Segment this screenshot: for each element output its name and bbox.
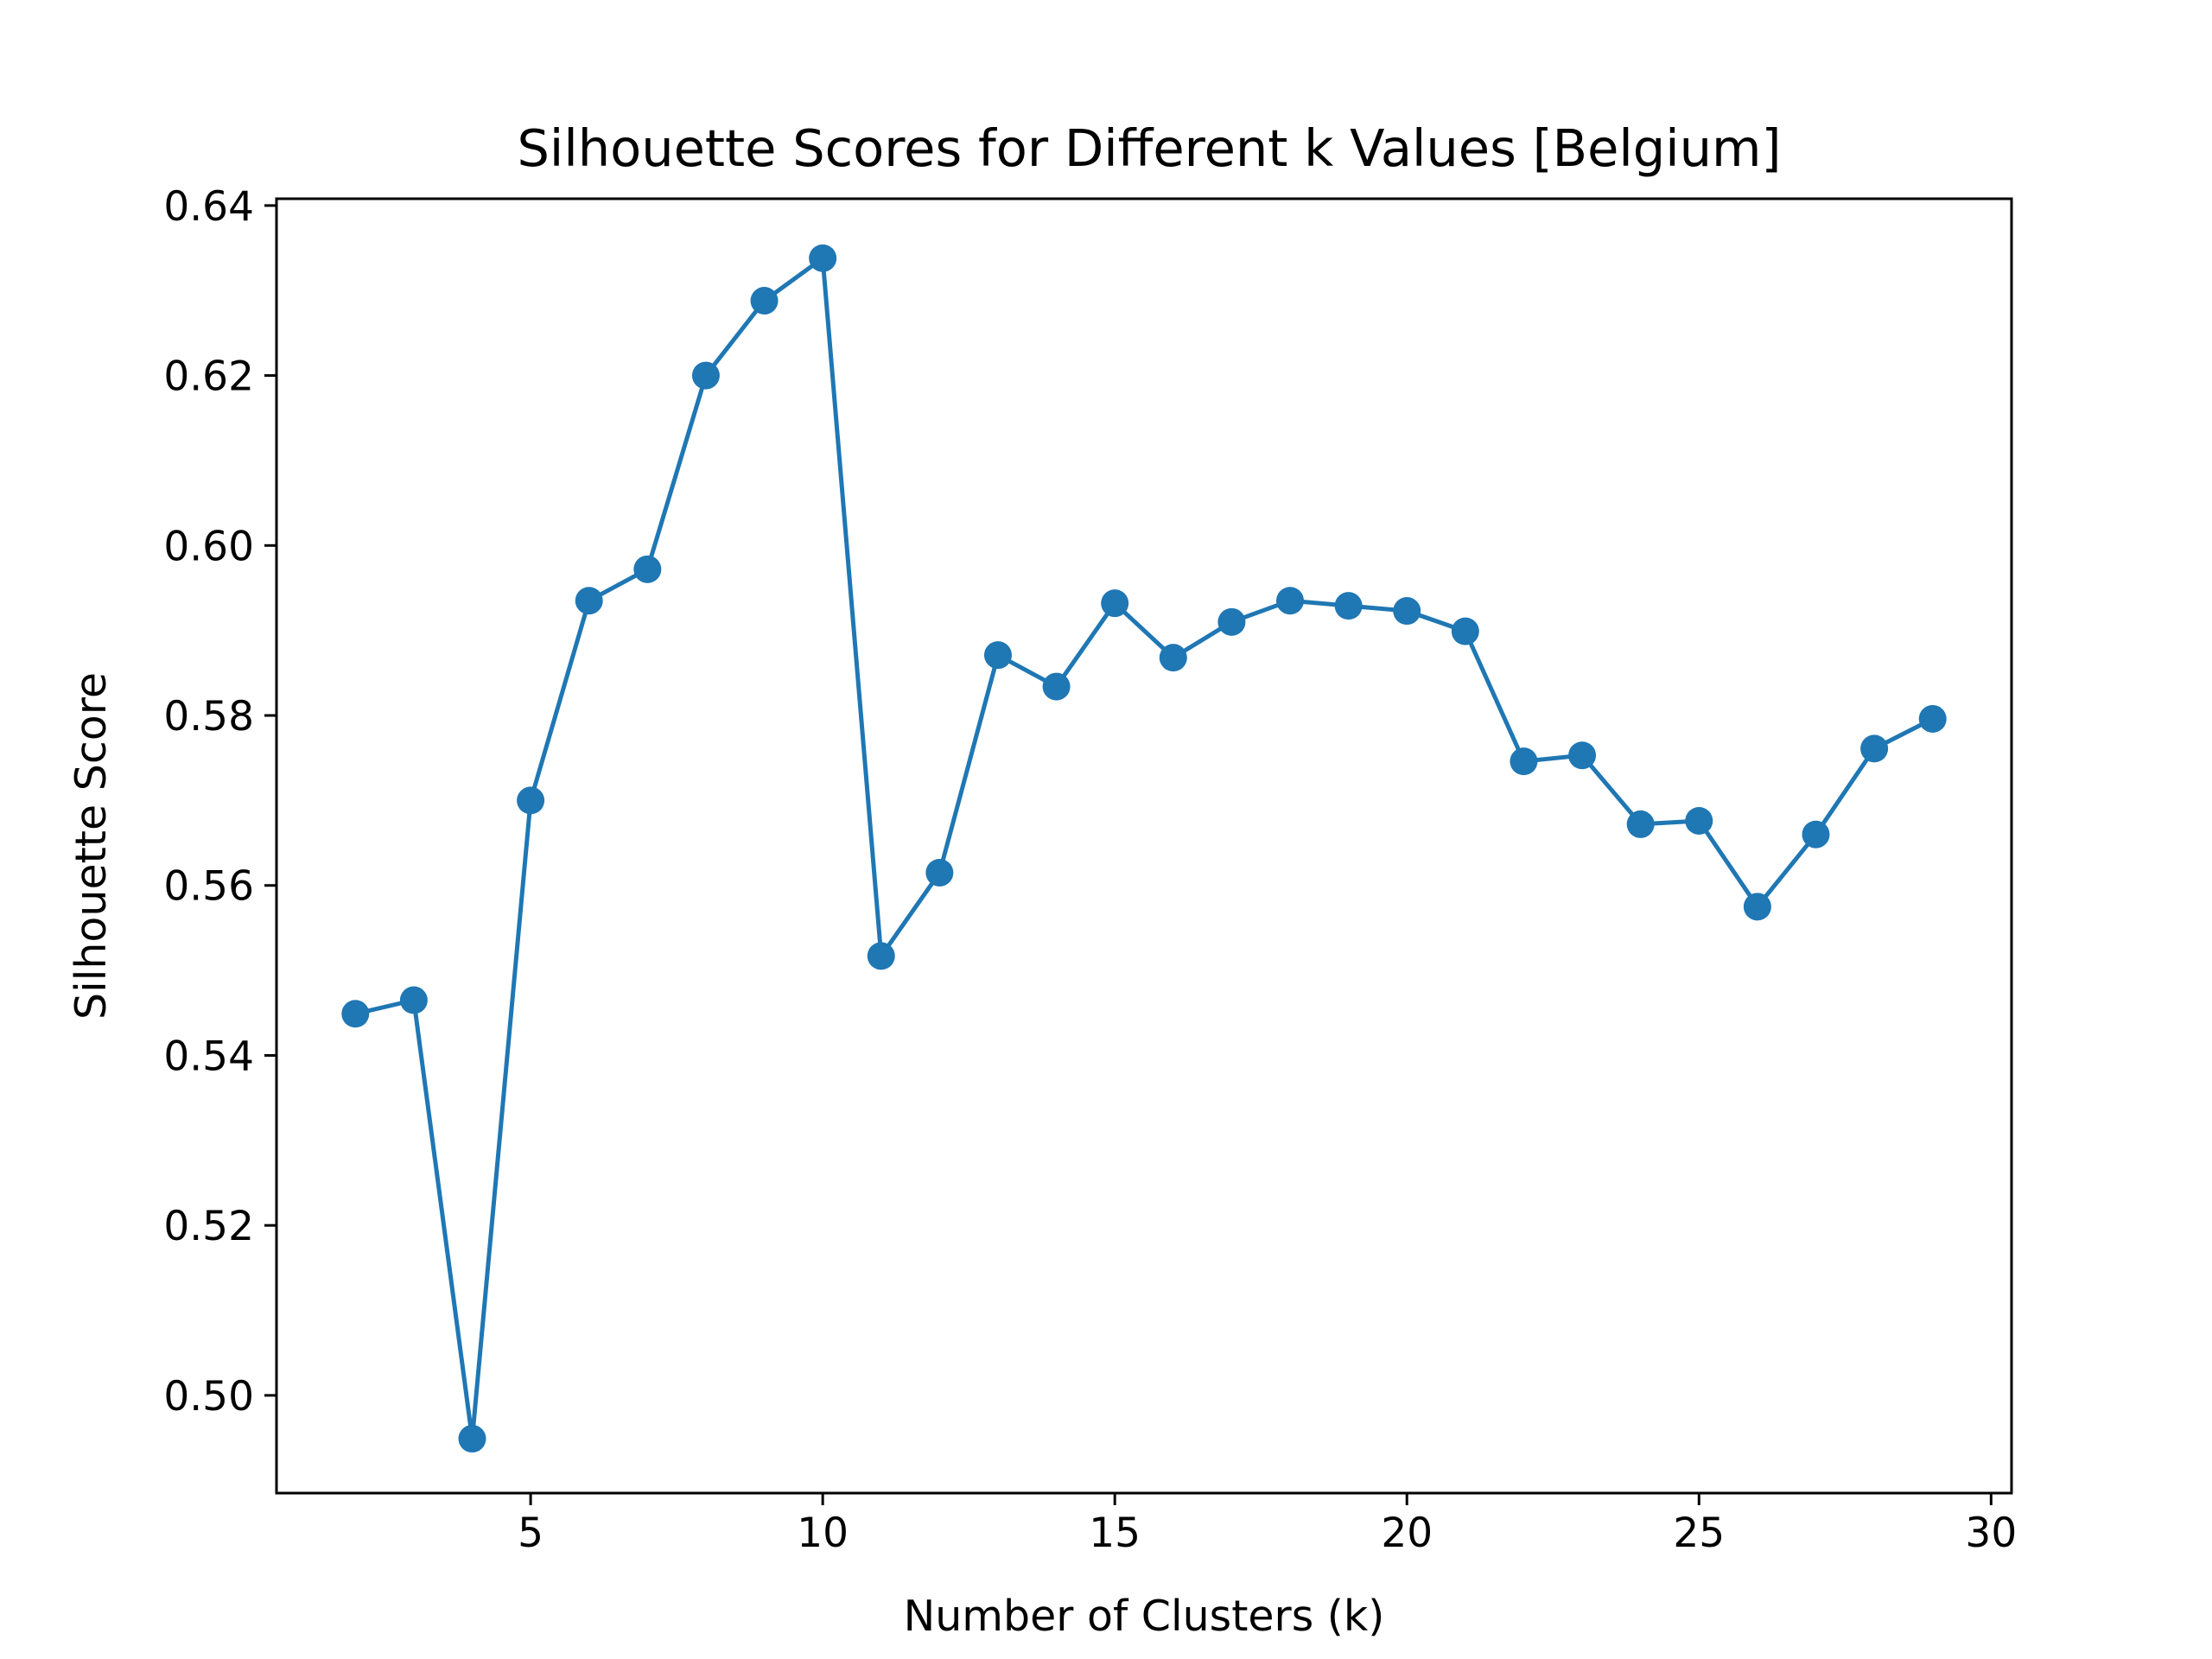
- data-point: [750, 287, 779, 315]
- data-point: [458, 1425, 486, 1453]
- data-point: [1276, 587, 1305, 615]
- data-point: [517, 786, 545, 815]
- data-point: [633, 555, 662, 583]
- data-point: [1568, 741, 1597, 770]
- x-tick-label: 5: [518, 1510, 543, 1557]
- y-tick-label: 0.60: [163, 523, 254, 570]
- data-point: [1685, 806, 1713, 835]
- series-line: [354, 256, 1934, 1441]
- data-point: [809, 244, 837, 272]
- x-tick-label: 30: [1965, 1510, 2017, 1557]
- y-tick-label: 0.50: [163, 1373, 254, 1421]
- x-tick-label: 20: [1381, 1510, 1433, 1557]
- data-point: [1393, 597, 1421, 626]
- y-tick-label: 0.58: [163, 693, 254, 741]
- y-tick-label: 0.54: [163, 1033, 254, 1080]
- data-point: [983, 641, 1012, 670]
- data-point: [341, 1000, 370, 1028]
- x-tick-label: 25: [1673, 1510, 1725, 1557]
- data-point: [1159, 644, 1187, 672]
- data-point: [1217, 607, 1246, 636]
- data-point: [1510, 747, 1538, 776]
- data-point: [1451, 617, 1479, 645]
- y-tick-label: 0.64: [163, 183, 254, 231]
- y-axis-label: Silhouette Score: [67, 672, 116, 1020]
- y-axis: 0.50 0.52 0.54 0.56 0.58 0.60 0.62 0.64: [163, 183, 276, 1421]
- data-point: [1860, 734, 1889, 763]
- plot-frame: [275, 197, 2013, 1495]
- x-tick-label: 15: [1089, 1510, 1141, 1557]
- y-tick-label: 0.56: [163, 863, 254, 911]
- data-point: [925, 858, 954, 887]
- y-tick-label: 0.52: [163, 1203, 254, 1250]
- data-point: [399, 986, 428, 1014]
- x-tick-label: 10: [797, 1510, 849, 1557]
- y-tick-label: 0.62: [163, 353, 254, 401]
- data-point: [1334, 592, 1363, 620]
- data-point: [867, 942, 895, 970]
- data-point: [1743, 893, 1771, 921]
- data-point: [1918, 704, 1947, 733]
- data-point: [1626, 810, 1655, 838]
- data-point: [1101, 589, 1129, 618]
- x-axis-label: Number of Clusters (k): [904, 1592, 1385, 1641]
- chart-title: Silhouette Scores for Different k Values…: [517, 118, 1781, 178]
- data-point: [691, 361, 720, 390]
- x-axis: 5 10 15 20 25 30: [518, 1493, 2017, 1557]
- plot-area: [341, 244, 1947, 1453]
- data-point: [1042, 672, 1071, 701]
- data-point: [575, 587, 603, 615]
- data-point: [1802, 820, 1830, 849]
